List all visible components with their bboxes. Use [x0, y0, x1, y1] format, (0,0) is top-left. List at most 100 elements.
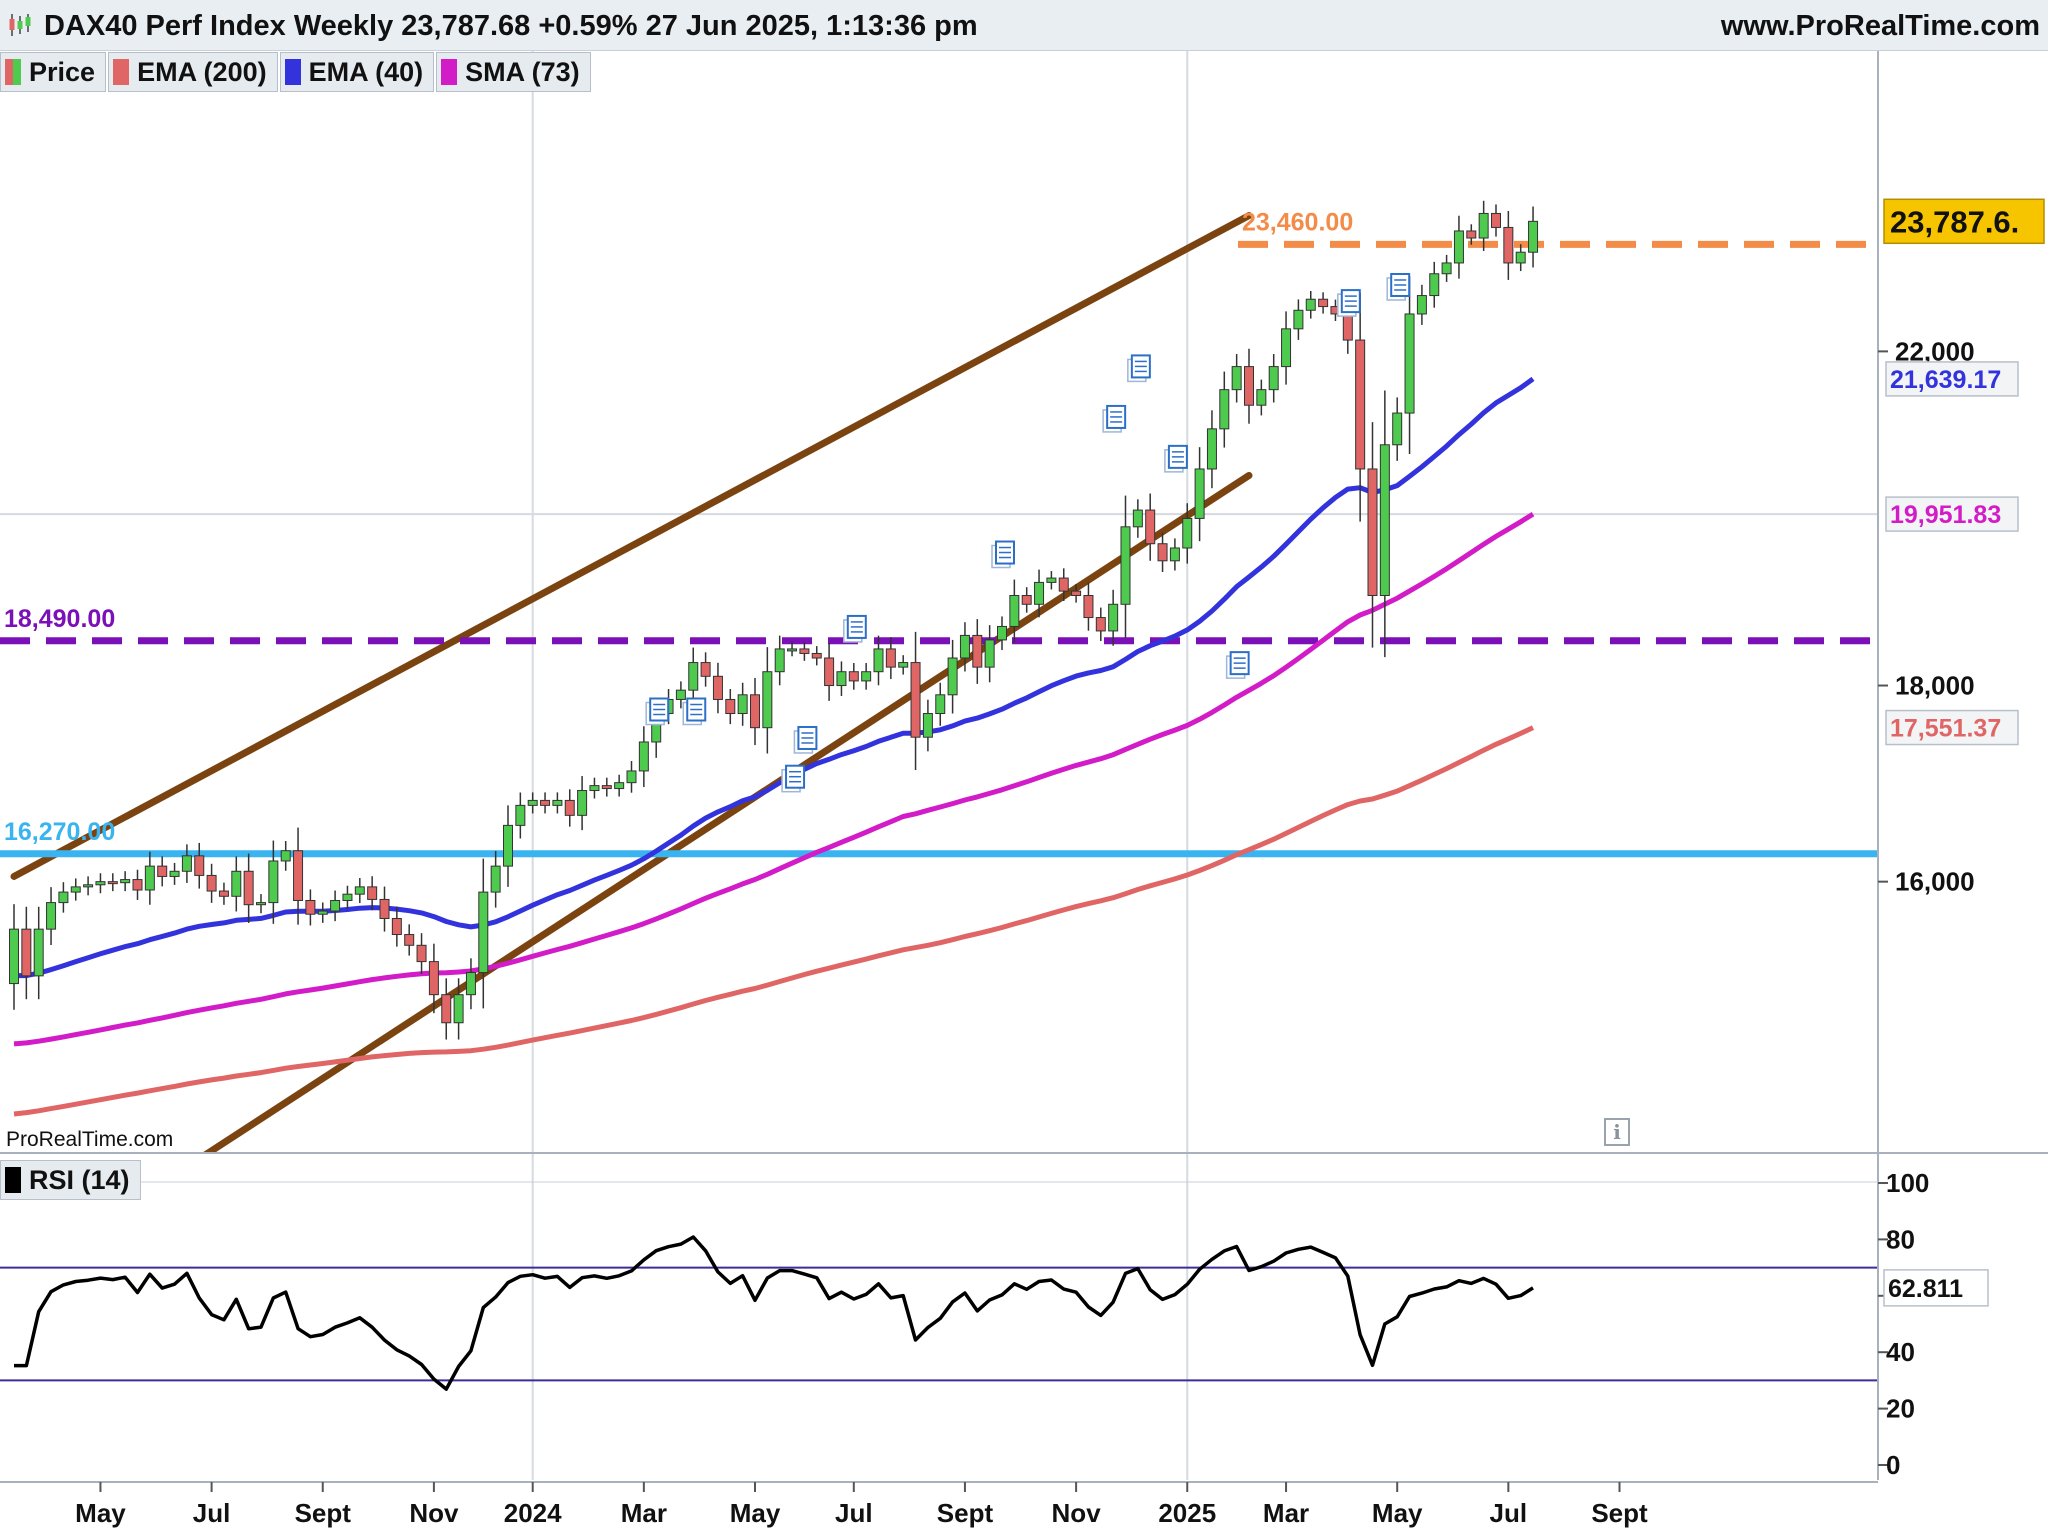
legend-ema40-label: EMA (40): [308, 56, 424, 87]
candle-body: [577, 790, 588, 816]
candle-body: [354, 886, 365, 895]
candle-body: [737, 694, 748, 715]
time-tick-label: May: [1372, 1498, 1423, 1528]
candle-body: [972, 634, 983, 668]
legend-ema200-label: EMA (200): [137, 56, 267, 87]
candle-body: [836, 671, 847, 687]
candle-body: [774, 648, 785, 673]
legend-ema40[interactable]: EMA (40): [279, 52, 435, 92]
candle-body: [367, 886, 378, 900]
candle-body: [194, 855, 205, 876]
ema40-price-tag-box: [1885, 361, 2019, 397]
info-icon[interactable]: i: [1604, 1118, 1630, 1146]
ema200-line: [13, 725, 1535, 1117]
time-tick-label: Nov: [1052, 1498, 1102, 1528]
candle-body: [564, 799, 575, 816]
candle-body: [1083, 594, 1094, 619]
candle-body: [157, 865, 168, 877]
sma73-swatch: [441, 59, 458, 85]
candle-body: [750, 694, 760, 729]
candle-body: [1157, 543, 1168, 562]
candle-body: [342, 893, 353, 901]
candle-body: [70, 886, 81, 893]
rsi-swatch: [5, 1167, 21, 1193]
news-document-icon: [843, 614, 867, 643]
trend-channel: [10, 212, 1253, 1152]
candle-body: [885, 648, 896, 668]
candle-body: [515, 804, 526, 826]
candle-body: [725, 698, 736, 715]
candle-body: [1441, 262, 1452, 275]
candle-body: [1219, 389, 1230, 430]
candle-body: [1379, 444, 1390, 596]
candle-body: [317, 910, 328, 915]
legend-price[interactable]: Price: [0, 52, 107, 92]
candle-body: [305, 899, 316, 915]
candle-body: [540, 799, 551, 806]
candle-body: [799, 648, 810, 654]
candle-body: [1342, 313, 1353, 341]
candle-body: [824, 657, 835, 687]
price-grid: [0, 50, 1878, 1480]
news-document-icon: [1164, 444, 1188, 473]
channel-lower-line: [203, 471, 1253, 1152]
candle-body: [527, 799, 538, 806]
candle-body: [1169, 547, 1180, 562]
level-label: 18,490.00: [4, 605, 115, 633]
candle-body: [1305, 298, 1316, 311]
candle-body: [416, 944, 427, 963]
rsi-last-box: [1883, 1269, 1989, 1307]
indicator-legend: Price EMA (200) EMA (40) SMA (73): [0, 52, 591, 92]
candle-body: [206, 874, 217, 892]
candle-body: [9, 928, 19, 985]
candle-body: [1206, 428, 1217, 470]
legend-sma73[interactable]: SMA (73): [436, 52, 591, 92]
time-tick-label: Sept: [1591, 1498, 1648, 1528]
candle-body: [638, 741, 649, 772]
news-document-icon: [991, 540, 1015, 569]
candle-body: [58, 891, 69, 904]
rsi-legend[interactable]: RSI (14): [0, 1160, 141, 1200]
ema200-swatch: [113, 59, 130, 85]
level-label: 23,460.00: [1242, 208, 1353, 236]
candle-body: [935, 694, 946, 715]
candle-body: [1182, 517, 1193, 549]
site-link[interactable]: www.ProRealTime.com: [1720, 10, 2040, 42]
candle-body: [268, 860, 279, 904]
candle-body: [787, 648, 798, 652]
sma73-price-tag: 19,951.83: [1890, 501, 2001, 529]
rsi-legend-label: RSI (14): [29, 1164, 130, 1195]
candle-body: [552, 799, 563, 806]
news-document-icon: [1337, 289, 1361, 317]
candle-body: [997, 625, 1007, 641]
ema40-price-tag: 21,639.17: [1890, 366, 2001, 394]
candle-body: [626, 770, 637, 784]
candle-body: [614, 782, 625, 790]
candle-body: [404, 934, 415, 946]
news-document-icon: [1127, 354, 1151, 383]
news-document-icon: [1102, 404, 1127, 433]
candle-body: [1503, 226, 1514, 264]
candle-body: [120, 879, 131, 884]
price-tick-label: 18,000: [1895, 671, 1975, 701]
news-markers: [645, 272, 1411, 793]
candle-body: [861, 671, 872, 682]
legend-ema200[interactable]: EMA (200): [108, 52, 278, 92]
candle-body: [762, 671, 773, 729]
candle-body: [1231, 366, 1242, 391]
time-tick-label: Sept: [937, 1498, 994, 1528]
price-candle-swatch-icon: [5, 59, 21, 85]
candle-body: [181, 855, 192, 872]
rsi-tick-label: 100: [1886, 1168, 1929, 1198]
candle-body: [503, 824, 513, 867]
news-document-icon: [645, 697, 670, 726]
candle-body: [144, 865, 155, 891]
candle-body: [1293, 309, 1304, 330]
sma73-line: [13, 511, 1535, 1047]
candle-body: [330, 899, 341, 912]
candle-body: [1404, 313, 1415, 414]
candle-body: [107, 881, 118, 885]
time-tick-label: Jul: [193, 1498, 231, 1528]
candle-body: [1244, 366, 1254, 406]
